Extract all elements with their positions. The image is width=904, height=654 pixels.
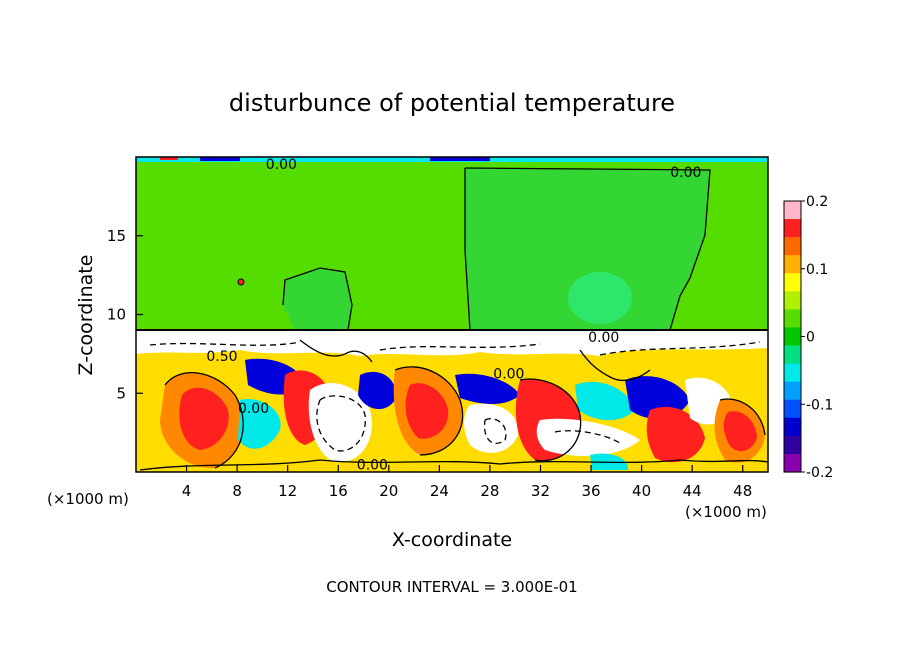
contour-zero-west <box>282 267 353 331</box>
upper-boundary-stripe <box>136 330 768 356</box>
x-unit-left: (×1000 m) <box>47 490 129 508</box>
plot-area <box>136 157 768 472</box>
pos-region-9 <box>723 411 757 452</box>
colorbar-tick-label: 0.1 <box>806 262 828 278</box>
contour-zero-east <box>464 167 711 331</box>
colorbar-swatch <box>784 273 801 292</box>
contour-label: 0.00 <box>357 458 388 474</box>
x-axis-label: X-coordinate <box>392 529 512 551</box>
field-patch-light <box>568 272 632 324</box>
top-band-blue-1 <box>200 157 240 161</box>
extreme-region-2 <box>464 403 519 453</box>
field-patch-west <box>283 268 352 330</box>
y-tick-label: 10 <box>107 306 126 324</box>
y-axis-label: Z-coordinate <box>75 255 97 376</box>
x-tick-label: 48 <box>733 482 752 500</box>
colorbar-swatch <box>784 237 801 256</box>
top-band-blue-2 <box>430 157 490 161</box>
contour-label: 0.00 <box>266 157 297 173</box>
contour-dashed-4 <box>149 341 761 356</box>
pos-region-11 <box>378 439 416 468</box>
y-tick-label: 5 <box>116 384 126 402</box>
neg-region-4 <box>455 373 520 404</box>
x-tick-label: 20 <box>379 482 398 500</box>
colorbar: 0.2 0.1 0 -0.1 -0.2 <box>783 194 833 481</box>
contour-solid-5 <box>579 349 651 382</box>
x-tick-label: 28 <box>480 482 499 500</box>
colorbar-swatch <box>784 291 801 310</box>
field-patch-east <box>465 168 710 330</box>
x-tick-label: 36 <box>581 482 600 500</box>
anomaly-dot <box>237 278 245 286</box>
contour-solid-1 <box>164 372 244 469</box>
pos-region-5 <box>405 383 449 439</box>
contour-label: 0.00 <box>238 401 269 417</box>
pos-region-7 <box>646 406 705 463</box>
contour-solid-7 <box>139 459 768 471</box>
colorbar-swatch <box>784 363 801 383</box>
y-tick-label: 15 <box>107 227 126 245</box>
x-tick-label: 40 <box>632 482 651 500</box>
colorbar-swatch <box>784 381 801 401</box>
neg-region-3 <box>358 371 396 410</box>
colorbar-swatch <box>784 219 801 238</box>
colorbar-swatch <box>784 399 801 419</box>
x-axis: 4 8 12 16 20 24 28 32 36 40 44 48 <box>182 465 752 500</box>
extreme-region-1 <box>308 382 372 463</box>
x-tick-label: 8 <box>232 482 242 500</box>
colorbar-swatch <box>784 309 801 329</box>
pos-region-10 <box>140 436 169 468</box>
contour-dashed-3 <box>554 430 621 444</box>
contour-label: 0.50 <box>206 349 237 365</box>
lower-field-features <box>136 330 768 470</box>
x-tick-label: 4 <box>182 482 192 500</box>
x-tick-label: 24 <box>430 482 449 500</box>
contour-label: 0.00 <box>670 165 701 181</box>
x-tick-label: 44 <box>683 482 702 500</box>
colorbar-swatch <box>784 435 801 455</box>
contour-interval-note: CONTOUR INTERVAL = 3.000E-01 <box>326 578 577 596</box>
contour-label-group: 0.00 0.00 0.00 0.00 0.50 0.00 0.00 <box>206 157 701 474</box>
pos-region-2 <box>179 387 229 450</box>
top-band-red <box>160 157 178 160</box>
contour-label: 0.00 <box>493 366 524 382</box>
contour-solid-3 <box>519 378 582 462</box>
colorbar-swatch <box>784 417 801 437</box>
colorbar-swatch <box>784 453 801 473</box>
colorbar-tick-label: -0.1 <box>806 397 833 413</box>
contour-label: 0.00 <box>588 330 619 346</box>
colorbar-tick-label: 0 <box>806 330 815 346</box>
x-unit-right: (×1000 m) <box>685 503 767 521</box>
colorbar-swatch <box>784 201 801 220</box>
y-axis: 5 10 15 <box>107 227 143 402</box>
contour-dashed-2 <box>483 418 507 444</box>
contour-lines <box>136 167 768 471</box>
colorbar-tick-label: 0.2 <box>806 194 828 210</box>
neg-region-5 <box>575 381 635 421</box>
x-tick-label: 32 <box>531 482 550 500</box>
x-tick-label: 12 <box>278 482 297 500</box>
x-tick-label: 16 <box>329 482 348 500</box>
chart-title: disturbunce of potential temperature <box>229 89 675 117</box>
colorbar-swatch <box>784 327 801 347</box>
contour-solid-2 <box>394 366 464 456</box>
colorbar-swatch <box>784 345 801 365</box>
contour-solid-6 <box>299 339 373 363</box>
colorbar-swatch <box>784 255 801 274</box>
extreme-region-3 <box>536 418 640 456</box>
contour-zero-east-left <box>464 168 471 331</box>
neg-region-2 <box>238 399 281 449</box>
colorbar-tick-label: -0.2 <box>806 465 833 481</box>
contour-dashed-1 <box>316 395 366 452</box>
top-boundary-band <box>136 157 768 162</box>
contour-solid-4 <box>719 398 766 436</box>
